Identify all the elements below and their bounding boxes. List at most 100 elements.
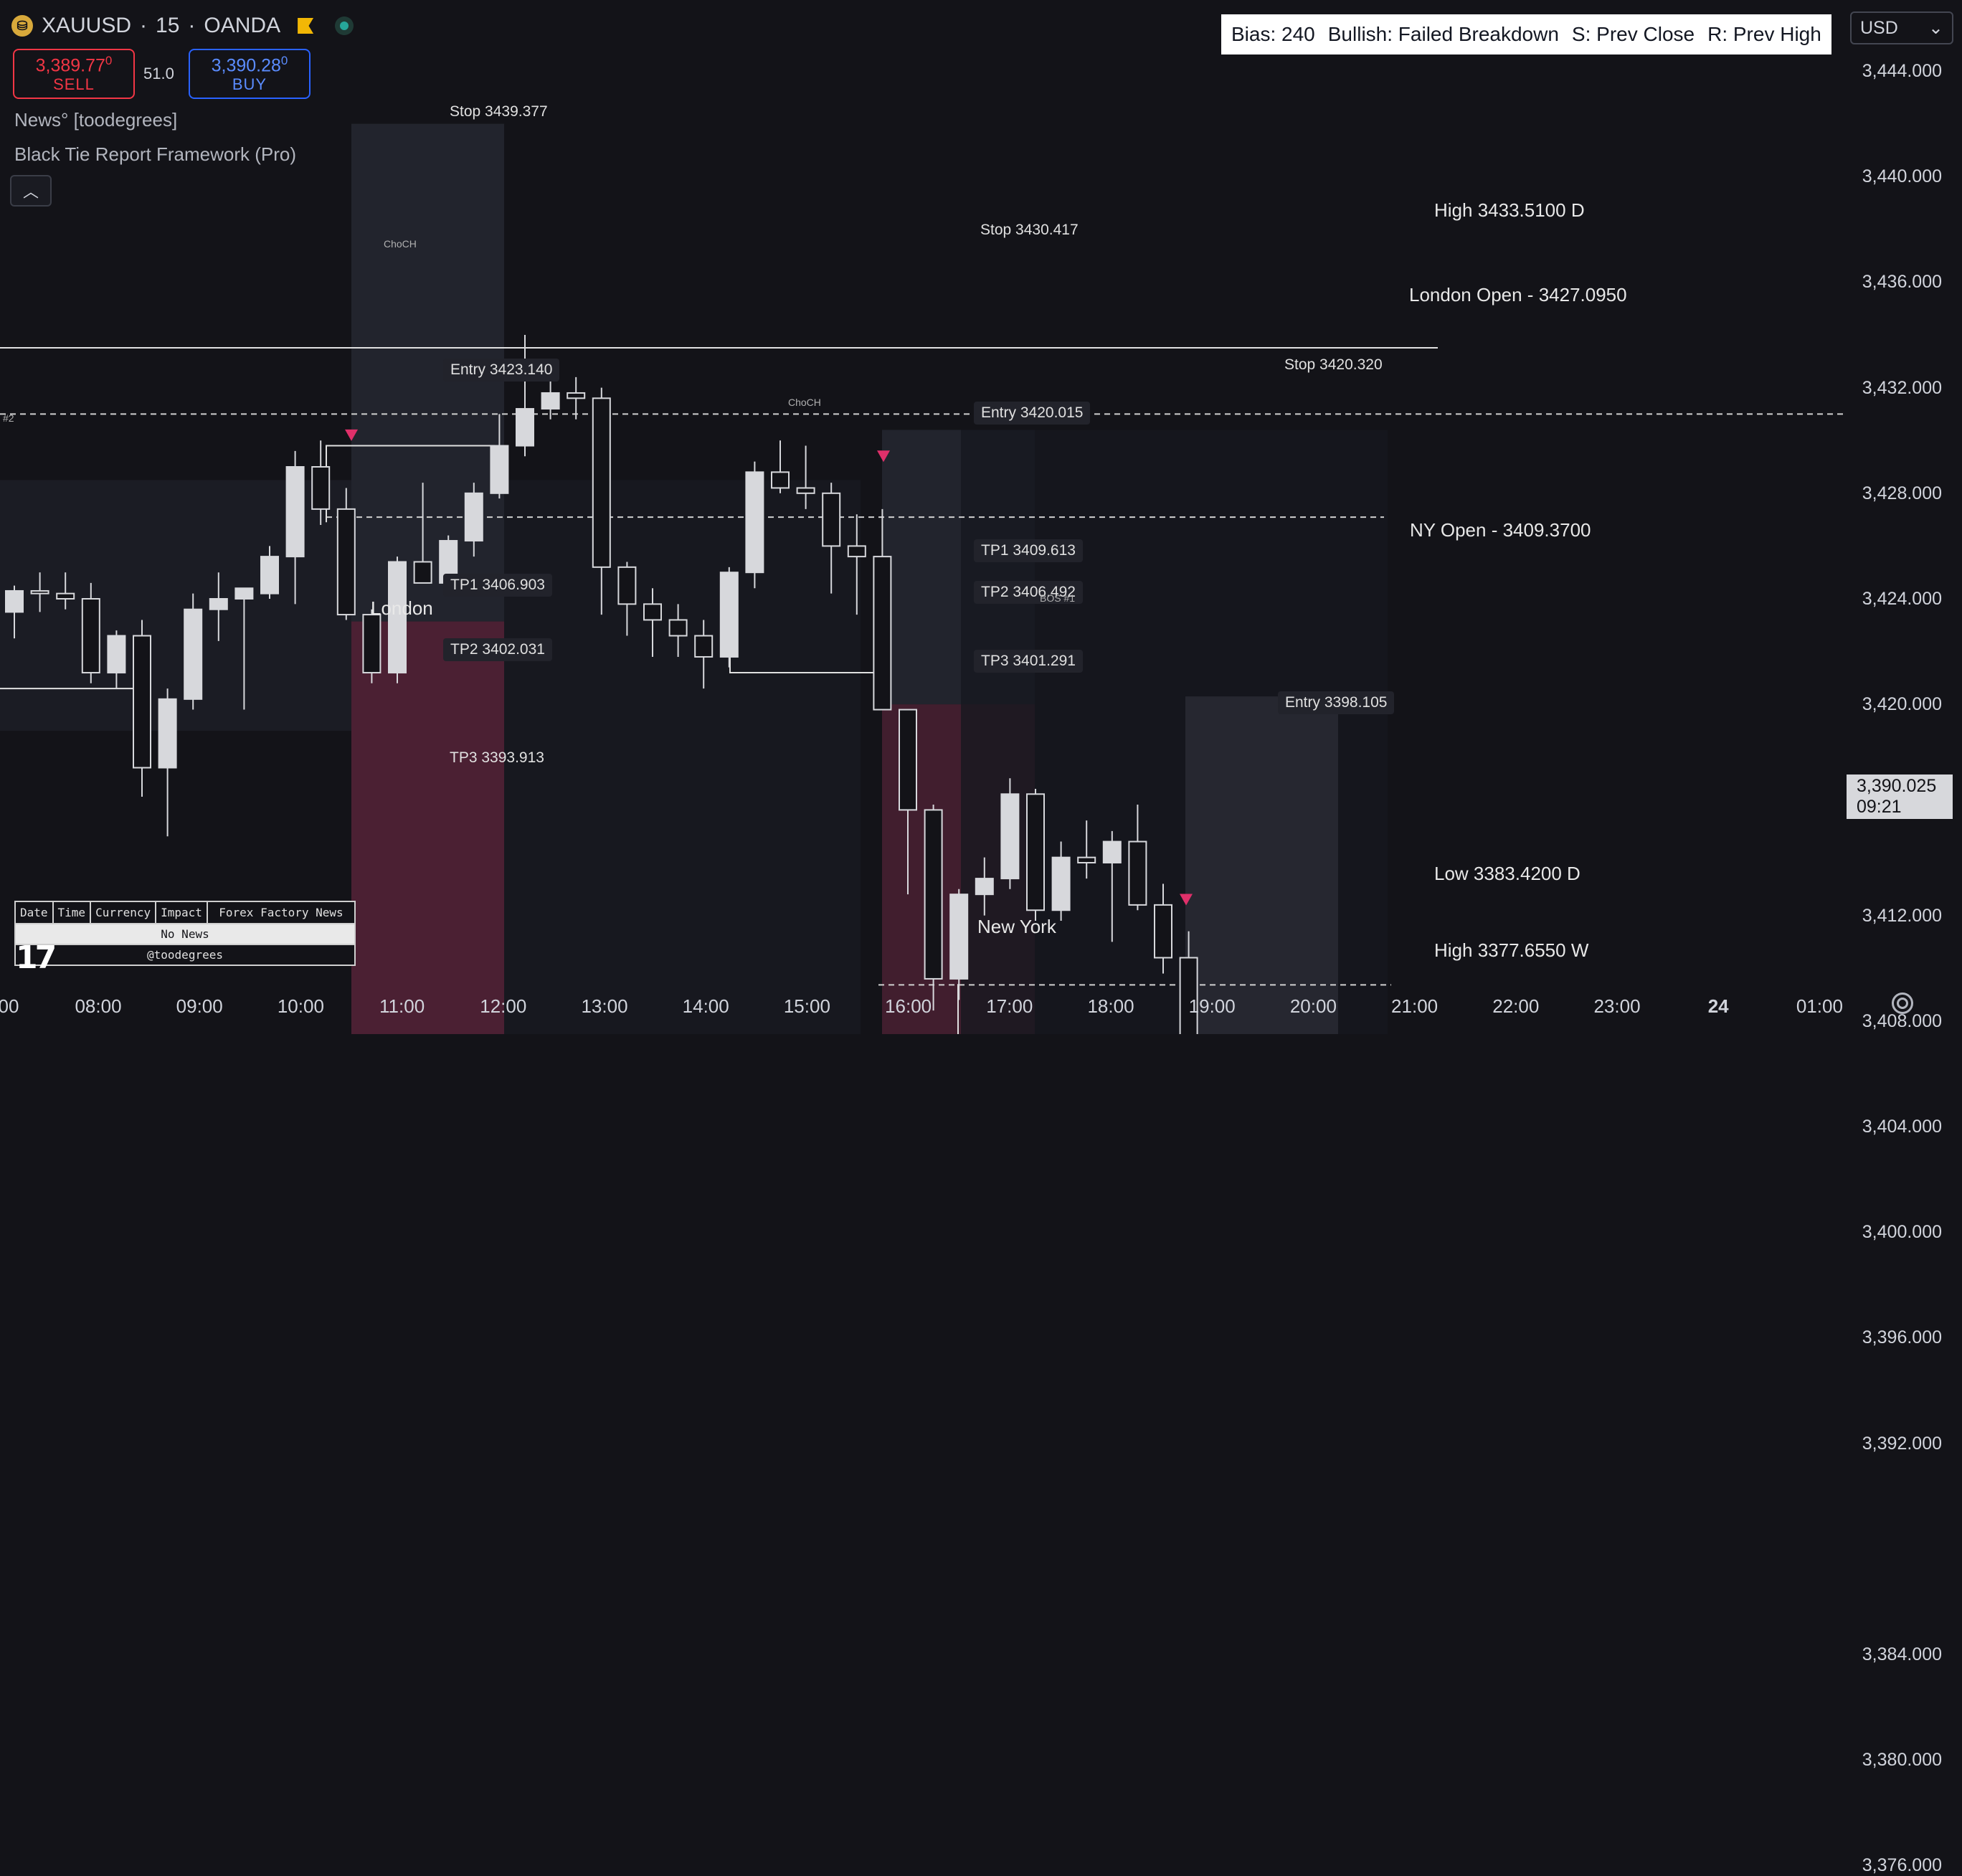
sell-price: 3,389.77 — [35, 55, 105, 76]
currency-value: USD — [1860, 17, 1898, 38]
candle-body — [1026, 793, 1045, 911]
candle-body — [719, 572, 739, 658]
setup2-entry: Entry 3420.015 — [974, 402, 1091, 425]
candle-body — [745, 471, 764, 574]
symbol-header[interactable]: ⛁ XAUUSD · 15 · OANDA — [11, 11, 354, 40]
indicator-news[interactable]: News° [toodegrees] — [14, 109, 178, 131]
candle-body — [694, 635, 714, 658]
candle-body — [81, 598, 100, 674]
collapse-indicators-button[interactable]: ︿ — [10, 175, 52, 207]
news-table: Date Time Currency Impact Forex Factory … — [14, 901, 356, 966]
setup2-tp2: TP2 3406.492 — [974, 581, 1083, 604]
candle-body — [413, 561, 432, 584]
bias-signal: Bullish: Failed Breakdown — [1327, 23, 1559, 45]
price-tick: 3,432.000 — [1862, 377, 1942, 398]
news-table-header: Date Time Currency Impact Forex Factory … — [16, 902, 354, 924]
setup2-tp3: TP3 3401.291 — [974, 650, 1083, 673]
time-tick: 01:00 — [1796, 995, 1843, 1017]
choch-marker-1: ChoCH — [384, 238, 417, 250]
candle — [771, 440, 790, 493]
current-price-value: 3,390.025 — [1857, 776, 1937, 796]
candle — [336, 488, 356, 620]
markers — [345, 429, 1193, 906]
setup1-entry: Entry 3423.140 — [443, 359, 560, 382]
price-tick: 3,380.000 — [1862, 1750, 1942, 1771]
symbol-broker: OANDA — [204, 14, 281, 37]
time-tick: 16:00 — [885, 995, 932, 1017]
candle — [796, 445, 815, 509]
sell-signal-icon — [877, 450, 890, 463]
news-col-impact: Impact — [156, 902, 208, 923]
chart-canvas[interactable] — [0, 0, 1962, 1034]
candle — [490, 414, 509, 499]
level-lines — [0, 347, 1843, 1034]
price-tick: 3,420.000 — [1862, 694, 1942, 715]
choch-marker-2: ChoCH — [788, 397, 821, 408]
currency-select[interactable]: USD ⌄ — [1850, 11, 1953, 44]
setup3-stop: Stop 3420.320 — [1284, 356, 1383, 373]
candle — [745, 461, 764, 589]
candle-body — [490, 445, 509, 494]
candle — [719, 567, 739, 668]
level-london-open: London Open - 3427.0950 — [1409, 284, 1627, 305]
buy-price-sup: 0 — [280, 53, 288, 67]
level-ny-open: NY Open - 3409.3700 — [1410, 519, 1591, 541]
buy-label: BUY — [232, 75, 267, 93]
candle — [1154, 883, 1172, 974]
level-low-d: Low 3383.4200 D — [1434, 863, 1580, 884]
news-col-news: Forex Factory News — [219, 906, 343, 919]
symbol-sep: · — [140, 14, 148, 37]
session-new-york-label: New York — [977, 916, 1056, 937]
level-high-w: High 3377.6550 W — [1434, 939, 1589, 961]
settings-gear-icon[interactable] — [1892, 993, 1913, 1014]
time-tick: 22:00 — [1492, 995, 1540, 1017]
candle-body — [617, 566, 637, 605]
candle-body — [1102, 840, 1122, 864]
candle-body — [668, 619, 688, 637]
sell-button[interactable]: 3,389.770 SELL — [13, 49, 135, 99]
candle-body — [5, 589, 24, 613]
candles — [5, 335, 1198, 1034]
candle — [516, 335, 534, 457]
candle-body — [873, 556, 892, 711]
candle — [209, 572, 228, 641]
chevron-down-icon: ⌄ — [1928, 18, 1943, 38]
candle — [822, 483, 841, 594]
candle — [413, 483, 432, 584]
price-tick: 3,392.000 — [1862, 1433, 1942, 1454]
candle — [5, 585, 24, 639]
time-tick: 21:00 — [1391, 995, 1439, 1017]
price-tick: 3,444.000 — [1862, 61, 1942, 81]
candle — [899, 709, 917, 895]
market-status-icon[interactable] — [335, 16, 354, 35]
bias-value: Bias: 240 — [1231, 23, 1315, 45]
candle — [234, 587, 254, 710]
candle — [617, 562, 637, 636]
flag-icon[interactable] — [298, 18, 314, 34]
candle — [1179, 931, 1198, 1034]
price-tick: 3,440.000 — [1862, 166, 1942, 187]
symbol-sep-2: · — [188, 14, 196, 37]
candle-body — [1051, 856, 1071, 911]
candle-body — [822, 492, 841, 547]
time-tick: 11:00 — [379, 995, 425, 1017]
candle — [1128, 805, 1147, 911]
symbol-interval: 15 — [156, 14, 180, 37]
price-tick: 3,412.000 — [1862, 905, 1942, 926]
candle-body — [209, 598, 228, 610]
candle-body — [541, 392, 560, 410]
setup3-risk-zone — [1185, 696, 1338, 1034]
spread-value: 51.0 — [143, 65, 174, 82]
buy-button[interactable]: 3,390.280 BUY — [189, 49, 311, 99]
buy-price: 3,390.28 — [211, 55, 281, 76]
candle — [541, 376, 560, 420]
candle-body — [388, 561, 407, 674]
indicator-black-tie[interactable]: Black Tie Report Framework (Pro) — [14, 143, 296, 165]
structure-line-4 — [957, 984, 959, 1034]
price-tick: 3,396.000 — [1862, 1327, 1942, 1348]
tradingview-logo-icon[interactable]: 17 — [16, 939, 57, 976]
news-col-time: Time — [54, 902, 92, 923]
london-session-zone — [504, 480, 861, 1034]
symbol-name: XAUUSD — [42, 14, 132, 37]
candle-body — [1000, 793, 1020, 880]
